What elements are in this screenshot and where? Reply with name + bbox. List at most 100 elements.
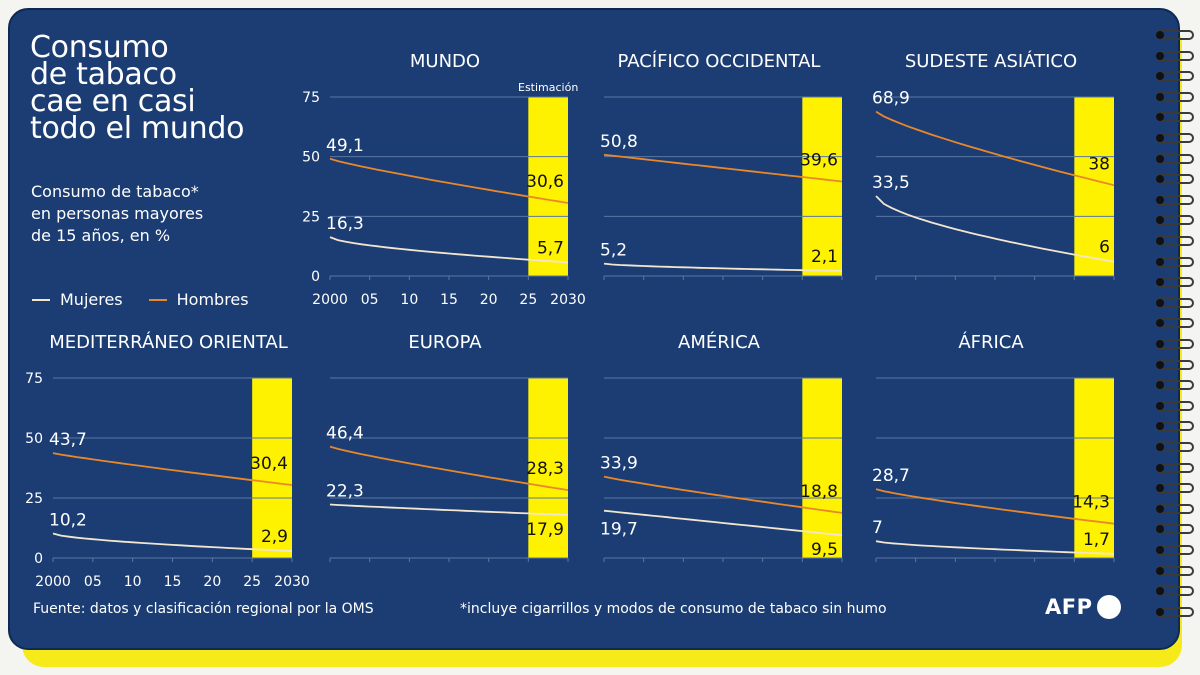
x-tick-label: 15 [164, 574, 182, 590]
x-tick-label: 25 [243, 574, 261, 590]
data-label-start: 43,7 [49, 430, 87, 450]
chart-title: EUROPA [408, 332, 482, 353]
data-label-start: 5,2 [600, 241, 627, 261]
x-tick-label: 20 [203, 574, 221, 590]
notebook-ring [1156, 421, 1194, 432]
notebook-ring [1156, 442, 1194, 452]
y-tick-label: 25 [25, 491, 43, 507]
x-tick-label: 05 [84, 574, 102, 590]
notebook-ring [1156, 545, 1194, 555]
data-label-start: 22,3 [326, 481, 364, 501]
chart-sudeste-asiatico: SUDESTE ASIÁTICO 68,9 38 33,5 6 [872, 50, 1115, 280]
notebook-ring [1156, 606, 1194, 617]
data-label-start: 68,9 [872, 89, 910, 109]
notebook-ring [1156, 256, 1194, 267]
chart-title: PACÍFICO OCCIDENTAL [618, 50, 821, 72]
infographic-title: Consumo de tabaco cae en casi todo el mu… [30, 30, 245, 146]
legend-swatch-men [148, 298, 167, 301]
legend-item-women: Mujeres [32, 290, 123, 309]
y-tick-label: 75 [25, 371, 43, 387]
notebook-ring [1156, 30, 1194, 40]
y-tick-label: 25 [302, 209, 320, 225]
series-line-hombres [52, 452, 293, 486]
data-label-start: 16,3 [326, 214, 364, 234]
notebook-ring [1156, 400, 1194, 411]
data-label-end: 30,4 [250, 454, 288, 474]
data-label-end: 2,1 [811, 247, 838, 267]
notebook-ring [1156, 215, 1194, 226]
estimate-band-label: Estimación [518, 81, 578, 94]
data-label-end: 17,9 [526, 520, 564, 540]
x-tick-label: 10 [400, 292, 418, 308]
series-line-mujeres [875, 195, 1115, 263]
notebook-ring [1156, 586, 1194, 597]
data-label-end: 14,3 [1072, 493, 1110, 513]
x-tick-label: 2000 [35, 574, 71, 590]
x-tick-label: 2030 [550, 292, 586, 308]
chart-europa: EUROPA 46,4 28,3 22,3 17,9 [326, 332, 569, 562]
data-label-start: 10,2 [49, 511, 87, 531]
notebook-ring [1156, 174, 1194, 185]
data-label-start: 33,9 [600, 454, 638, 474]
chart-title: MUNDO [410, 51, 480, 72]
notebook-ring [1156, 50, 1194, 61]
chart-america: AMÉRICA 33,9 18,8 19,7 9,5 [600, 331, 843, 562]
data-label-end: 1,7 [1083, 530, 1110, 550]
legend: Mujeres Hombres [32, 290, 275, 309]
notebook-ring [1156, 483, 1194, 494]
chart-title: ÁFRICA [958, 331, 1024, 353]
y-tick-label: 0 [311, 269, 320, 285]
estimate-band [1074, 378, 1114, 558]
x-tick-label: 15 [440, 292, 458, 308]
estimate-band [528, 97, 568, 276]
estimate-band [802, 378, 842, 558]
series-line-hombres [603, 475, 843, 514]
afp-logo: AFP [1045, 595, 1121, 619]
legend-label-women: Mujeres [60, 290, 123, 309]
data-label-end: 28,3 [526, 459, 564, 479]
notebook-ring [1156, 277, 1194, 288]
chart-mundo: Estimación MUNDO 0 25 50 75 2000 05 10 15 20 25 2030… [302, 51, 586, 308]
y-tick-label: 0 [34, 551, 43, 567]
x-tick-label: 2030 [274, 574, 310, 590]
series-line-hombres [875, 488, 1115, 525]
series-line-mujeres [603, 509, 843, 537]
series-line-hombres [329, 445, 569, 491]
infographic-subtitle: Consumo de tabaco* en personas mayores d… [31, 182, 204, 245]
data-label-start: 28,7 [872, 466, 910, 486]
series-line-mujeres [52, 532, 293, 552]
data-label-start: 49,1 [326, 136, 364, 156]
data-label-end: 6 [1099, 238, 1110, 258]
chart-mediterraneo-oriental: MEDITERRÁNEO ORIENTAL 0 25 50 75 2000 05 10 15 20… [25, 331, 310, 590]
data-label-end: 5,7 [537, 238, 564, 258]
chart-title: SUDESTE ASIÁTICO [905, 50, 1077, 72]
chart-title: AMÉRICA [678, 331, 761, 353]
source-note: Fuente: datos y clasificación regional p… [33, 601, 374, 617]
notebook-ring [1156, 194, 1194, 205]
data-label-start: 7 [872, 518, 883, 538]
series-line-hombres [603, 153, 843, 183]
notebook-ring [1156, 318, 1194, 329]
series-line-mujeres [603, 262, 843, 272]
notebook-ring [1156, 91, 1194, 102]
y-tick-label: 50 [25, 431, 43, 447]
notebook-ring [1156, 71, 1194, 82]
notebook-ring [1156, 112, 1194, 123]
legend-label-men: Hombres [176, 290, 249, 309]
notebook-ring [1156, 359, 1194, 370]
notebook-ring [1156, 503, 1194, 514]
notebook-ring [1156, 380, 1194, 391]
data-label-end: 2,9 [261, 527, 288, 547]
notebook-ring [1156, 339, 1194, 349]
notebook-ring [1156, 524, 1194, 535]
data-label-start: 46,4 [326, 424, 364, 444]
afp-logo-text: AFP [1045, 595, 1093, 619]
x-tick-label: 10 [124, 574, 142, 590]
data-label-end: 39,6 [800, 150, 838, 170]
series-line-mujeres [329, 236, 569, 264]
notebook-ring [1156, 462, 1194, 473]
estimate-band [1074, 97, 1114, 276]
x-tick-label: 20 [480, 292, 498, 308]
notebook-ring [1156, 297, 1194, 308]
